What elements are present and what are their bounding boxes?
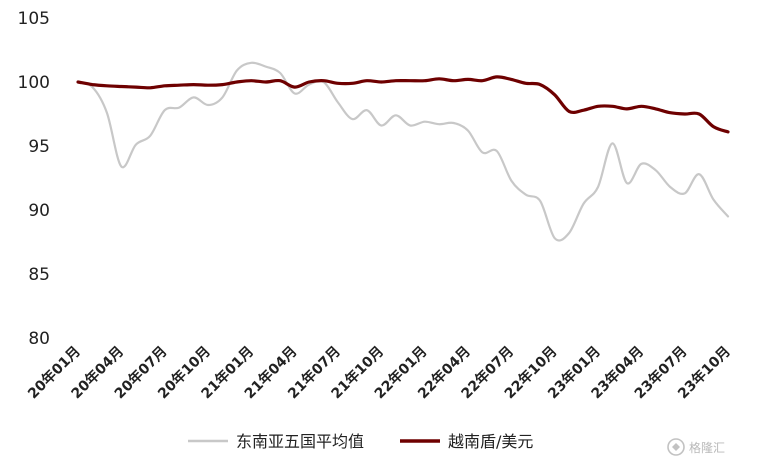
y-tick-label: 85 <box>28 265 50 285</box>
y-tick-label: 95 <box>28 137 50 157</box>
plot-area <box>76 61 730 242</box>
y-tick-label: 80 <box>28 329 50 349</box>
y-axis: 80 85 90 95 100 105 <box>18 9 50 349</box>
y-tick-label: 100 <box>18 73 50 93</box>
y-tick-label: 90 <box>28 201 50 221</box>
watermark-text: 格隆汇 <box>689 440 725 455</box>
legend-label-2: 越南盾/美元 <box>448 432 533 451</box>
legend: 东南亚五国平均值 越南盾/美元 <box>188 432 533 451</box>
legend-label-1: 东南亚五国平均值 <box>236 432 364 451</box>
gelonghui-logo-icon <box>667 438 685 456</box>
series-line-1 <box>76 61 730 242</box>
watermark: 格隆汇 <box>667 438 725 456</box>
series-line-2 <box>76 75 730 134</box>
x-axis: 20年01月20年04月20年07月20年10月21年01月21年04月21年0… <box>24 343 733 402</box>
y-tick-label: 105 <box>18 9 50 29</box>
